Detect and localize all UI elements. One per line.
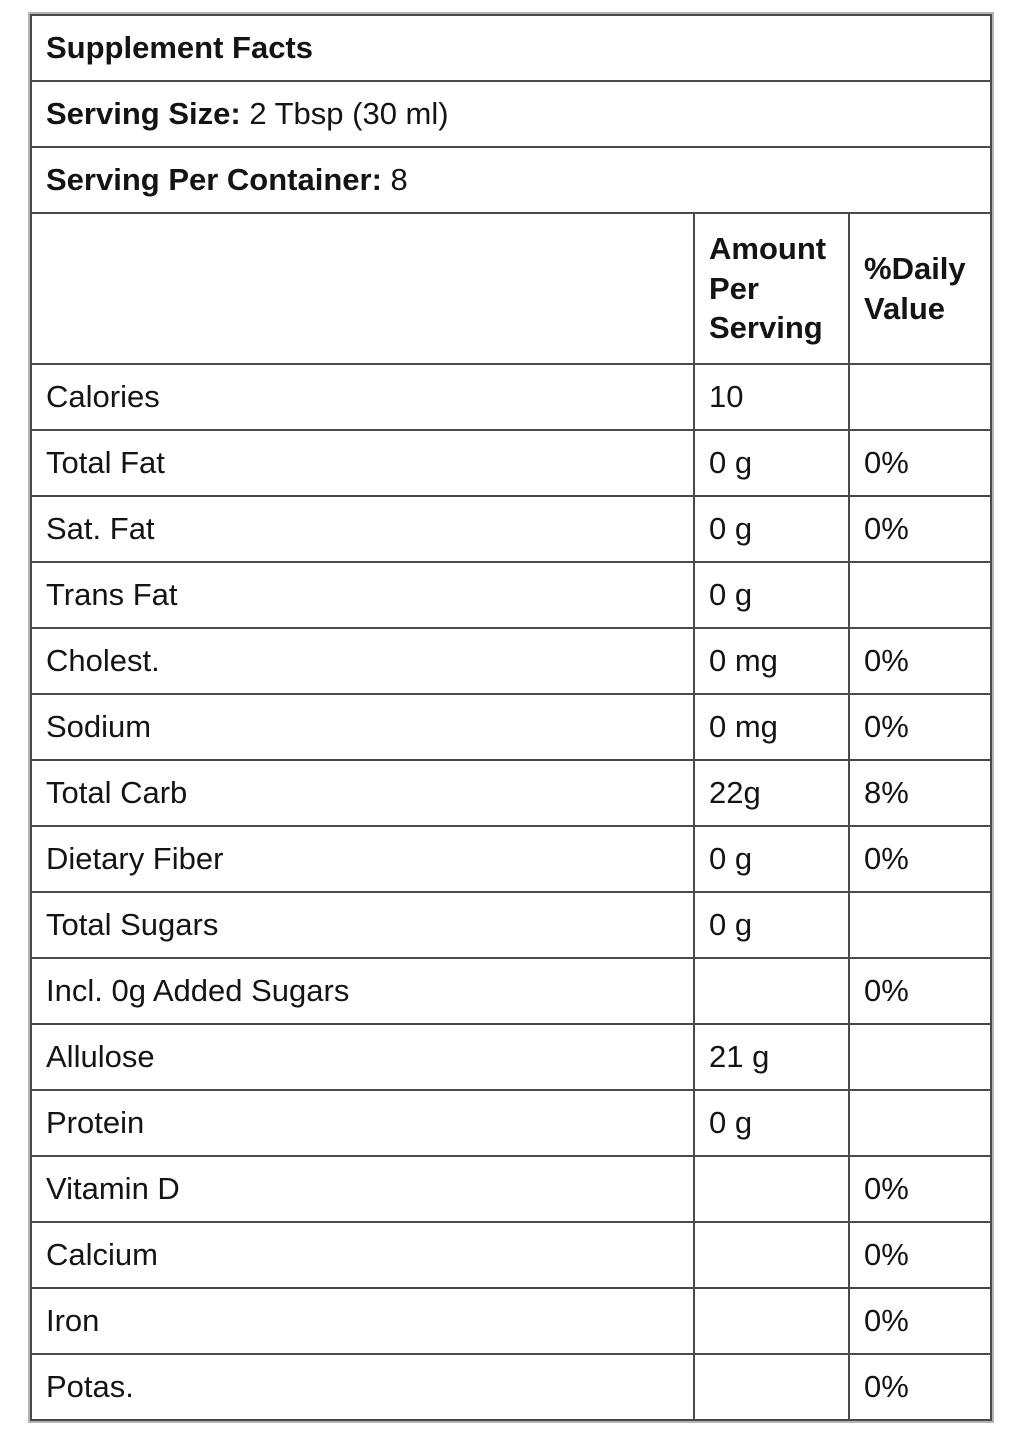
amount-cell: 0 g <box>693 429 850 497</box>
nutrient-name-cell: Sodium <box>30 693 695 761</box>
title-row: Supplement Facts <box>30 14 992 82</box>
table-row: Dietary Fiber 0 g 0% <box>30 825 992 893</box>
serving-size-label: Serving Size: <box>46 96 241 132</box>
table-row: Cholest. 0 mg 0% <box>30 627 992 695</box>
servings-per-container-value: 8 <box>390 162 408 198</box>
amount-cell <box>693 1287 850 1355</box>
nutrient-name-cell: Incl. 0g Added Sugars <box>30 957 695 1025</box>
daily-value-cell: 0% <box>848 1221 992 1289</box>
daily-value-cell: 0% <box>848 1353 992 1421</box>
amount-cell: 0 mg <box>693 627 850 695</box>
nutrient-name-cell: Protein <box>30 1089 695 1157</box>
serving-size-cell: Serving Size: 2 Tbsp (30 ml) <box>30 80 992 148</box>
servings-per-container-cell: Serving Per Container: 8 <box>30 146 992 214</box>
servings-per-container-row: Serving Per Container: 8 <box>30 146 992 214</box>
amount-cell: 10 <box>693 363 850 431</box>
nutrient-name-cell: Iron <box>30 1287 695 1355</box>
nutrient-name-cell: Vitamin D <box>30 1155 695 1223</box>
amount-cell <box>693 1221 850 1289</box>
table-row: Trans Fat 0 g <box>30 561 992 629</box>
daily-value-cell: 0% <box>848 429 992 497</box>
daily-value-cell: 8% <box>848 759 992 827</box>
amount-cell: 22g <box>693 759 850 827</box>
table-row: Sodium 0 mg 0% <box>30 693 992 761</box>
amount-cell: 21 g <box>693 1023 850 1091</box>
empty-header-cell <box>30 212 695 365</box>
table-row: Iron 0% <box>30 1287 992 1355</box>
nutrient-name-cell: Calcium <box>30 1221 695 1289</box>
table-row: Total Fat 0 g 0% <box>30 429 992 497</box>
daily-value-cell: 0% <box>848 495 992 563</box>
table-row: Potas. 0% <box>30 1353 992 1421</box>
daily-value-cell: 0% <box>848 957 992 1025</box>
table-row: Total Sugars 0 g <box>30 891 992 959</box>
nutrient-name-cell: Total Carb <box>30 759 695 827</box>
nutrient-name-cell: Total Fat <box>30 429 695 497</box>
daily-value-cell <box>848 561 992 629</box>
amount-cell: 0 g <box>693 1089 850 1157</box>
nutrient-name-cell: Cholest. <box>30 627 695 695</box>
supplement-facts-table: Supplement Facts Serving Size: 2 Tbsp (3… <box>30 14 992 1421</box>
table-row: Protein 0 g <box>30 1089 992 1157</box>
daily-value-cell: 0% <box>848 1287 992 1355</box>
daily-value-cell: 0% <box>848 627 992 695</box>
daily-value-cell: 0% <box>848 1155 992 1223</box>
nutrient-name-cell: Potas. <box>30 1353 695 1421</box>
table-row: Incl. 0g Added Sugars 0% <box>30 957 992 1025</box>
daily-value-header: %Daily Value <box>848 212 992 365</box>
serving-size-value: 2 Tbsp (30 ml) <box>249 96 449 132</box>
amount-cell: 0 mg <box>693 693 850 761</box>
daily-value-cell <box>848 1023 992 1091</box>
daily-value-cell: 0% <box>848 693 992 761</box>
nutrient-name-cell: Sat. Fat <box>30 495 695 563</box>
daily-value-cell <box>848 891 992 959</box>
nutrient-name-cell: Total Sugars <box>30 891 695 959</box>
daily-value-cell: 0% <box>848 825 992 893</box>
nutrient-name-cell: Allulose <box>30 1023 695 1091</box>
nutrient-name-cell: Dietary Fiber <box>30 825 695 893</box>
amount-cell <box>693 1155 850 1223</box>
amount-cell: 0 g <box>693 561 850 629</box>
table-row: Allulose 21 g <box>30 1023 992 1091</box>
table-row: Sat. Fat 0 g 0% <box>30 495 992 563</box>
amount-per-serving-header: Amount Per Serving <box>693 212 850 365</box>
nutrient-name-cell: Trans Fat <box>30 561 695 629</box>
amount-cell: 0 g <box>693 825 850 893</box>
table-row: Calories 10 <box>30 363 992 431</box>
amount-cell: 0 g <box>693 495 850 563</box>
panel-title: Supplement Facts <box>30 14 992 82</box>
servings-per-container-label: Serving Per Container: <box>46 162 382 198</box>
daily-value-cell <box>848 363 992 431</box>
amount-cell <box>693 1353 850 1421</box>
table-row: Total Carb 22g 8% <box>30 759 992 827</box>
daily-value-cell <box>848 1089 992 1157</box>
amount-cell <box>693 957 850 1025</box>
amount-cell: 0 g <box>693 891 850 959</box>
table-row: Calcium 0% <box>30 1221 992 1289</box>
table-row: Vitamin D 0% <box>30 1155 992 1223</box>
column-header-row: Amount Per Serving %Daily Value <box>30 212 992 365</box>
nutrient-name-cell: Calories <box>30 363 695 431</box>
serving-size-row: Serving Size: 2 Tbsp (30 ml) <box>30 80 992 148</box>
